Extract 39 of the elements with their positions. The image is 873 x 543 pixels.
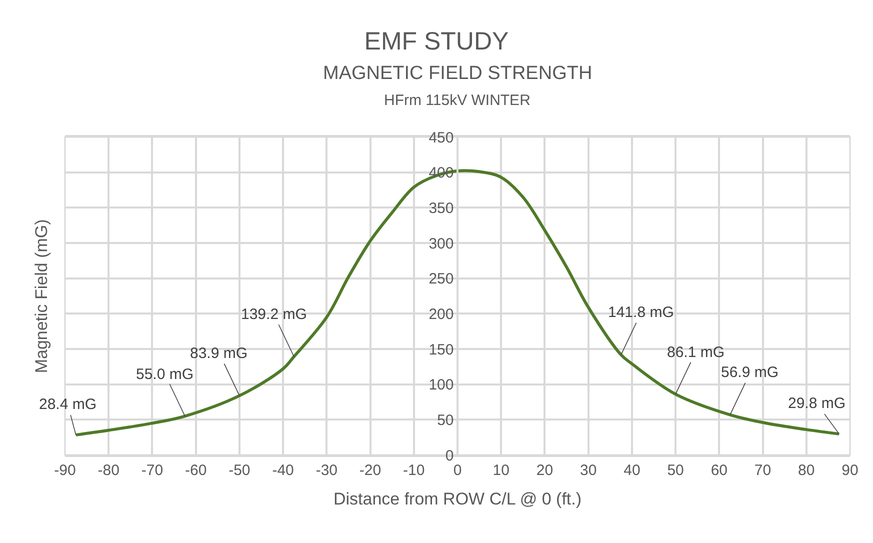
annotation: 141.8 mG bbox=[608, 304, 674, 321]
y-tick-label: 200 bbox=[428, 306, 454, 323]
x-tick-label: -20 bbox=[359, 462, 382, 479]
x-tick-label: 40 bbox=[624, 462, 640, 479]
x-tick-label: 30 bbox=[580, 462, 597, 479]
x-tick-label: -30 bbox=[316, 462, 338, 479]
y-tick-label: 300 bbox=[428, 235, 454, 252]
y-tick-label: 100 bbox=[428, 376, 454, 394]
y-tick-label: 350 bbox=[428, 200, 454, 217]
x-tick-label: 90 bbox=[842, 462, 858, 479]
x-tick-label: 50 bbox=[667, 462, 684, 479]
chart-subtitle: MAGNETIC FIELD STRENGTH HFrm 115kV WINTER bbox=[323, 63, 592, 109]
x-tick-label: -50 bbox=[228, 462, 250, 479]
x-tick-label: -90 bbox=[54, 462, 76, 479]
x-tick-label: -80 bbox=[98, 462, 120, 479]
x-tick-label: 20 bbox=[536, 462, 554, 479]
annotation: 86.1 mG bbox=[667, 344, 725, 361]
x-tick-label: 10 bbox=[492, 462, 510, 479]
annotation: 83.9 mG bbox=[190, 345, 248, 362]
y-tick-label: 50 bbox=[437, 412, 454, 429]
x-tick-label: 80 bbox=[798, 462, 815, 479]
chart-title: EMF STUDY bbox=[364, 27, 510, 56]
y-tick-label: 450 bbox=[428, 129, 454, 146]
annotation: 139.2 mG bbox=[241, 306, 307, 323]
x-tick-label: -40 bbox=[272, 462, 294, 479]
x-tick-label: -70 bbox=[141, 462, 164, 479]
annotation: 55.0 mG bbox=[136, 366, 194, 383]
y-tick-label: 150 bbox=[428, 341, 454, 358]
x-tick-label: -10 bbox=[403, 462, 425, 479]
x-tick-label: -60 bbox=[184, 462, 207, 479]
x-axis-title: Distance from ROW C/L @ 0 (ft.) bbox=[333, 490, 582, 509]
y-tick-label: 0 bbox=[445, 447, 454, 464]
x-tick-label: 70 bbox=[754, 462, 772, 479]
y-tick-label: 250 bbox=[428, 270, 454, 288]
x-tick-label: 60 bbox=[710, 462, 728, 479]
annotation: 28.4 mG bbox=[39, 396, 97, 413]
annotation: 29.8 mG bbox=[788, 395, 846, 412]
y-axis-title: Magnetic Field (mG) bbox=[32, 219, 52, 374]
annotation: 56.9 mG bbox=[721, 364, 779, 381]
